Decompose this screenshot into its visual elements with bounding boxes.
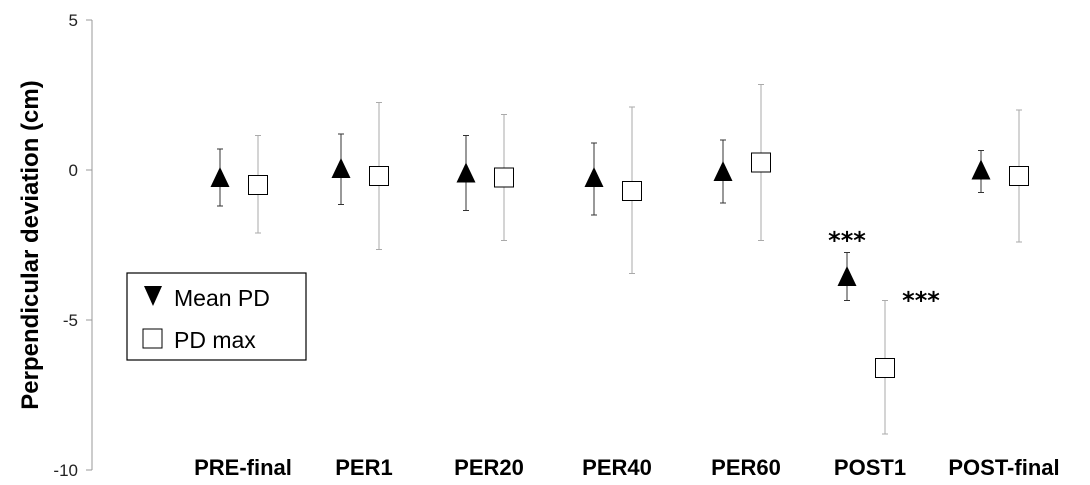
x-category-label: POST-final [948, 455, 1059, 480]
data-point-triangle [585, 167, 604, 187]
y-tick-label: 0 [69, 161, 78, 180]
series-pd-max [249, 85, 1029, 435]
data-point-square [623, 182, 642, 201]
x-axis-labels: PRE-final PER1 PER20 PER40 PER60 POST1 POST-fi… [194, 455, 1060, 480]
plot-area: *** *** [211, 85, 1029, 435]
significance-annotation: *** [828, 227, 866, 255]
data-point-triangle [332, 158, 351, 178]
x-category-label: POST1 [834, 455, 906, 480]
x-category-label: PRE-final [194, 455, 292, 480]
legend: Mean PD PD max [127, 273, 306, 360]
data-point-square [495, 168, 514, 187]
data-point-square [876, 359, 895, 378]
y-tick-label: -5 [63, 311, 78, 330]
series-mean-pd [211, 134, 991, 301]
data-point-triangle [838, 266, 857, 286]
data-point-square [249, 176, 268, 195]
data-point-triangle [457, 163, 476, 183]
x-category-label: PER20 [454, 455, 524, 480]
legend-label-mean-pd: Mean PD [174, 285, 270, 311]
y-tick-label: 5 [69, 11, 78, 30]
data-point-triangle [211, 167, 230, 187]
data-point-triangle [972, 160, 991, 180]
data-point-triangle [714, 161, 733, 181]
y-tick-label: -10 [53, 461, 78, 480]
x-category-label: PER1 [335, 455, 392, 480]
legend-square-icon [143, 329, 162, 348]
data-point-square [1010, 167, 1029, 186]
y-axis-title: Perpendicular deviation (cm) [17, 80, 44, 409]
y-axis: 5 0 -5 -10 [53, 11, 92, 480]
significance-annotation: *** [902, 287, 940, 315]
data-point-square [370, 167, 389, 186]
x-category-label: PER60 [711, 455, 781, 480]
legend-label-pd-max: PD max [174, 327, 256, 353]
x-category-label: PER40 [582, 455, 652, 480]
data-point-square [752, 153, 771, 172]
